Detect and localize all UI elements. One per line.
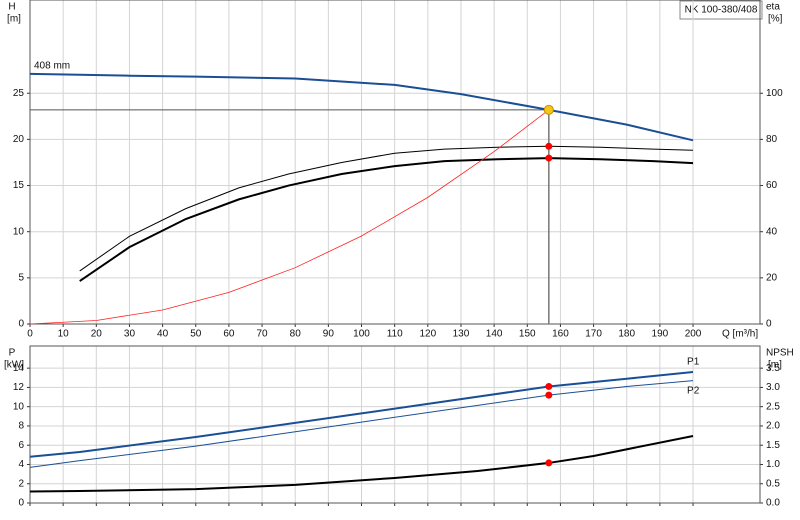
y-tick-label: 10: [13, 226, 25, 237]
y-axis-label: P: [9, 348, 16, 359]
x-tick-label: 50: [190, 329, 202, 340]
operating-point: [545, 382, 553, 390]
x-tick-label: 140: [486, 329, 503, 340]
y-axis-unit: [kW]: [4, 360, 24, 371]
x-tick-label: 200: [685, 329, 702, 340]
y-tick-label: 4: [18, 459, 24, 470]
y-tick-label: 5: [18, 272, 24, 283]
x-tick-label: 110: [387, 329, 403, 340]
y2-axis-label: eta: [766, 2, 780, 13]
y-tick-label: 6: [18, 440, 24, 451]
y-tick-label: 0: [18, 498, 24, 509]
series-line: [29, 371, 694, 458]
x-tick-label: 100: [353, 329, 370, 340]
operating-point: [545, 459, 553, 467]
x-tick-label: 170: [585, 329, 602, 340]
series-line: [29, 109, 550, 325]
y-axis-label: H: [8, 2, 15, 13]
x-axis-label: Q [m³/h]: [722, 329, 758, 340]
x-tick-label: 0: [27, 329, 33, 340]
y-axis-unit: [m]: [7, 14, 21, 25]
y2-axis-label: NPSH: [766, 348, 794, 359]
series-label: P2: [687, 385, 700, 396]
y2-tick-label: 100: [766, 88, 783, 99]
series-line: [29, 380, 694, 468]
y2-axis-unit: [%]: [768, 14, 783, 25]
x-tick-label: 160: [552, 329, 569, 340]
x-tick-label: 30: [124, 329, 136, 340]
y2-tick-label: 20: [766, 272, 778, 283]
y-tick-label: 15: [13, 180, 25, 191]
operating-point: [545, 391, 553, 399]
plot-frame: [29, 345, 761, 504]
y2-tick-label: 3.0: [766, 382, 780, 393]
x-tick-label: 190: [652, 329, 669, 340]
y2-tick-label: 80: [766, 134, 778, 145]
y-tick-label: 0: [18, 319, 24, 330]
x-tick-label: 10: [58, 329, 70, 340]
y2-tick-label: 3.5: [766, 363, 780, 374]
x-tick-label: 20: [91, 329, 103, 340]
series-line: [79, 145, 694, 272]
y-tick-label: 10: [13, 401, 25, 412]
y-tick-label: 25: [13, 88, 25, 99]
x-tick-label: 60: [223, 329, 235, 340]
x-tick-label: 150: [519, 329, 536, 340]
y-tick-label: 20: [13, 134, 25, 145]
x-tick-label: 130: [453, 329, 470, 340]
x-tick-label: 90: [323, 329, 335, 340]
y2-tick-label: 1.0: [766, 459, 780, 470]
x-tick-label: 120: [419, 329, 436, 340]
y-tick-label: 2: [18, 478, 24, 489]
y2-tick-label: 0.5: [766, 478, 780, 489]
x-tick-label: 80: [290, 329, 302, 340]
x-tick-label: 70: [256, 329, 268, 340]
series-line: [29, 72, 694, 142]
y-tick-label: 14: [13, 363, 25, 374]
operating-point: [545, 154, 553, 162]
operating-point: [545, 142, 553, 150]
series-line: [29, 434, 694, 493]
series-line: [79, 157, 694, 282]
y2-tick-label: 0.0: [766, 498, 780, 509]
y2-tick-label: 2.5: [766, 401, 780, 412]
y2-tick-label: 0: [766, 319, 772, 330]
operating-point: [543, 104, 554, 115]
chart-title: NK 100-380/408: [685, 5, 758, 16]
x-tick-label: 180: [618, 329, 635, 340]
plot-frame: [29, 0, 761, 325]
y2-tick-label: 60: [766, 180, 778, 191]
y2-tick-label: 40: [766, 226, 778, 237]
y2-tick-label: 2.0: [766, 421, 780, 432]
series-label: 408 mm: [34, 60, 70, 71]
y-tick-label: 8: [18, 421, 24, 432]
title-box: [679, 0, 763, 20]
series-label: P1: [687, 357, 700, 368]
y2-tick-label: 1.5: [766, 440, 780, 451]
y2-axis-unit: [m]: [768, 360, 782, 371]
y-tick-label: 12: [13, 382, 25, 393]
x-tick-label: 40: [157, 329, 169, 340]
